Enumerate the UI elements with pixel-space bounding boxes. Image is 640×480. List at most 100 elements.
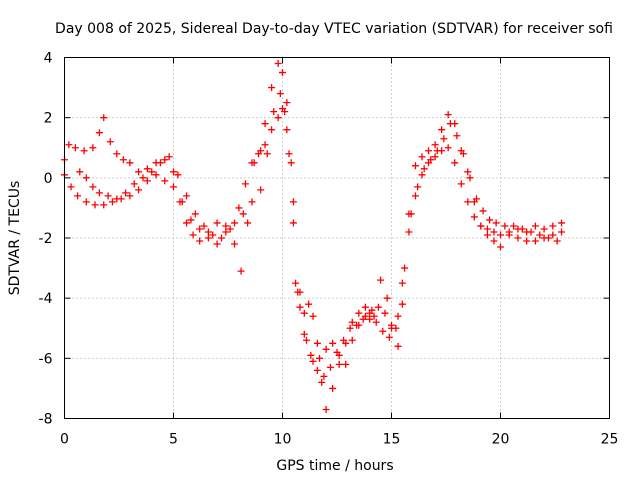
data-point [322,345,330,353]
data-point [453,132,461,140]
data-point [100,114,108,122]
y-tick-label: 2 [44,111,53,127]
data-point [248,198,256,206]
data-point [296,303,304,311]
data-point [326,363,334,371]
data-point [335,351,343,359]
data-point [440,135,448,143]
data-point [536,231,544,239]
data-point [156,159,164,167]
x-tick-label: 0 [60,432,69,448]
data-point [196,225,204,233]
data-point [209,231,217,239]
data-point [222,228,230,236]
data-point [355,321,363,329]
data-point [492,219,500,227]
data-point [65,141,73,149]
data-point [394,342,402,350]
data-point [540,225,548,233]
data-point [241,180,249,188]
data-point [346,324,354,332]
x-tick-label: 20 [492,432,510,448]
data-point [518,225,526,233]
data-point [213,240,221,248]
data-point [217,234,225,242]
data-point [239,210,247,218]
data-point [279,105,286,113]
data-point [100,201,108,209]
data-point [514,234,522,242]
data-point [104,192,112,200]
data-point [392,324,400,332]
data-point [152,171,160,179]
data-point [466,174,474,182]
series-trace-c [76,105,561,368]
data-point [161,177,169,185]
data-point [95,189,103,197]
data-point [383,294,391,302]
x-tick-label: 5 [169,432,178,448]
data-point [113,150,121,158]
data-point [309,357,317,365]
data-point [91,201,99,209]
data-point [444,144,452,152]
data-point [287,159,295,167]
data-point [289,198,297,206]
data-point [71,144,79,152]
data-point [544,234,552,242]
data-point [122,189,130,197]
y-tick-label: -2 [39,231,53,247]
data-point [302,336,310,344]
data-point [113,195,121,203]
data-point [67,183,75,191]
data-points [61,60,566,413]
data-point [558,219,566,227]
data-point [381,309,389,317]
data-point [257,186,265,194]
data-point [340,336,348,344]
data-point [189,231,197,239]
data-point [183,192,191,200]
data-point [74,192,82,200]
data-point [425,147,433,155]
data-point [385,333,393,341]
data-point [444,111,452,119]
data-point [170,168,177,176]
data-point [366,315,374,323]
data-point [268,84,276,92]
data-point [420,165,428,173]
data-point [558,228,566,236]
data-point [329,339,337,347]
data-point [89,144,97,152]
data-point [394,312,402,320]
data-point [414,183,422,191]
data-point [244,219,252,227]
data-point [139,174,147,182]
data-point [549,231,557,239]
data-point [531,237,539,245]
data-point [126,192,134,200]
data-point [348,318,356,326]
data-point [161,156,169,164]
data-point [148,168,156,176]
data-point [108,198,116,206]
data-point [427,156,435,164]
data-point [398,279,406,287]
data-point [165,153,173,161]
data-point [549,222,557,230]
data-point [318,378,326,386]
data-point [135,186,143,194]
data-point [187,216,195,224]
data-point [433,147,441,155]
data-point [459,150,467,158]
data-point [418,171,426,179]
data-point [374,303,382,311]
data-point [279,69,286,77]
data-point [174,171,182,179]
data-point [283,126,291,134]
data-point [379,327,387,335]
data-point [490,237,498,245]
grid-lines [64,57,610,419]
data-point [490,228,498,236]
data-point [483,231,491,239]
